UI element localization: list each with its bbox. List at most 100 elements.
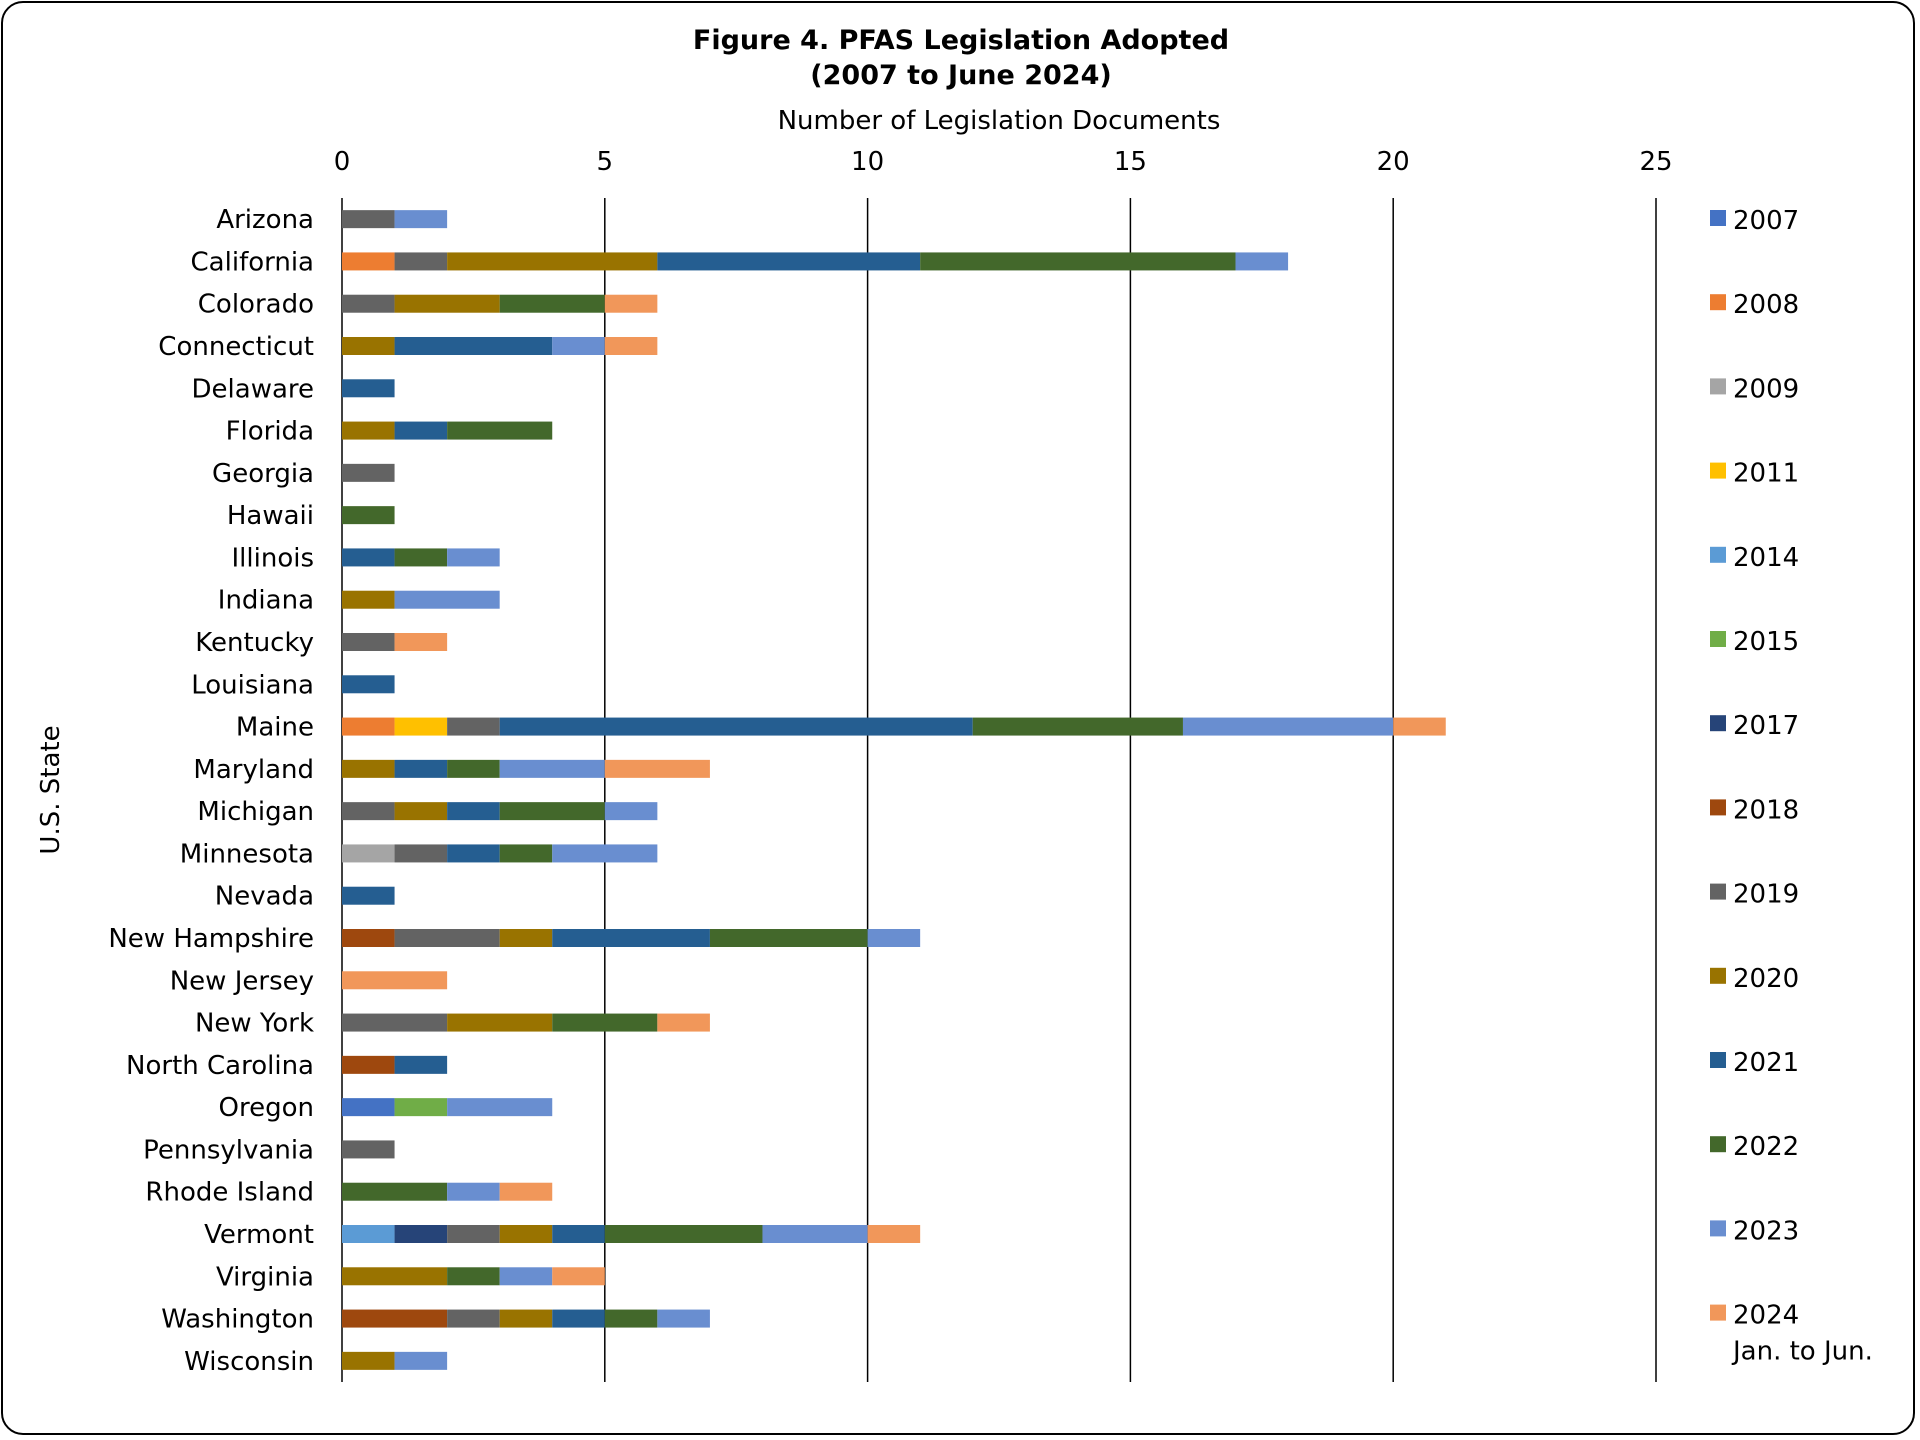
bar-segment: [342, 929, 395, 947]
bar-segment: [552, 1267, 605, 1286]
bar-segment: [394, 210, 448, 229]
bar-segment: [394, 294, 500, 313]
bar-segment: [499, 1309, 553, 1328]
x-tick-label: 5: [597, 147, 614, 177]
legend-label: 2023: [1733, 1216, 1799, 1246]
bar-segment: [499, 1225, 553, 1243]
legend-swatch: [1710, 799, 1726, 816]
legend-label: 2014: [1733, 543, 1799, 573]
y-category-label: Colorado: [198, 290, 314, 320]
bar-segment: [552, 1013, 658, 1032]
bar-segment: [342, 1225, 395, 1243]
y-category-label: North Carolina: [126, 1051, 314, 1081]
bar-segment: [604, 1309, 658, 1328]
y-category-label: Virginia: [216, 1262, 314, 1292]
legend-swatch: [1710, 883, 1726, 900]
bar-segment: [867, 1225, 921, 1243]
bar-segment: [342, 590, 395, 609]
legend-swatch: [1710, 715, 1726, 732]
bar-segment: [447, 1225, 500, 1243]
bar-segment: [552, 929, 710, 947]
legend-label: 2017: [1733, 711, 1799, 741]
y-axis-label: U.S. State: [36, 725, 66, 854]
bar-segment: [604, 759, 710, 778]
legend-label: 2007: [1733, 206, 1799, 236]
legend-swatch: [1710, 210, 1726, 226]
x-tick-label: 10: [851, 147, 884, 177]
bar-segment: [447, 717, 500, 736]
bar-segment: [604, 294, 658, 313]
legend-label-note: Jan. to Jun.: [1731, 1337, 1873, 1367]
bar-segment: [447, 1182, 500, 1201]
y-category-label: Florida: [226, 417, 314, 447]
bar-segment: [342, 886, 395, 905]
bar-segment: [394, 844, 448, 863]
bar-segment: [342, 294, 395, 313]
y-category-label: New Hampshire: [108, 924, 314, 954]
y-category-label: Hawaii: [227, 501, 314, 531]
bar-segment: [394, 633, 448, 651]
bar-segment: [342, 1098, 395, 1117]
bar-segment: [342, 1351, 395, 1370]
bar-segment: [447, 1267, 500, 1286]
bar-segment: [499, 759, 605, 778]
bar-segment: [394, 1055, 448, 1074]
bar-segment: [552, 1309, 605, 1328]
bar-segment: [342, 1140, 395, 1159]
y-category-label: Rhode Island: [145, 1178, 314, 1208]
bar-segment: [920, 252, 1236, 271]
y-category-label: Michigan: [197, 797, 314, 827]
y-category-label: Minnesota: [180, 839, 314, 869]
y-category-label: Indiana: [218, 586, 314, 616]
y-category-label: Delaware: [192, 374, 314, 404]
legend-swatch: [1710, 546, 1726, 563]
bar-segment: [447, 421, 553, 440]
legend-swatch: [1710, 294, 1726, 311]
bar-segment: [499, 717, 973, 736]
legend: 2007 2008 2009 2011 2014 2015 2017 2018 2019 2020…: [1710, 206, 1873, 1367]
y-category-label: California: [191, 247, 314, 277]
bar-segment: [867, 929, 921, 947]
bar-segment: [342, 844, 395, 863]
legend-swatch: [1710, 1304, 1726, 1321]
bar-segment: [342, 1055, 395, 1074]
bar-segment: [972, 717, 1183, 736]
bar-segment: [709, 929, 868, 947]
y-category-label: Maryland: [193, 755, 314, 785]
bar-segment: [342, 675, 395, 694]
bar-segment: [657, 1309, 710, 1328]
bar-segment: [394, 759, 448, 778]
legend-label: 2018: [1733, 795, 1799, 825]
legend-label: 2008: [1733, 290, 1799, 320]
legend-label: 2009: [1733, 374, 1799, 404]
legend-label: 2011: [1733, 459, 1799, 489]
y-category-label: Louisiana: [191, 670, 314, 700]
bar-segment: [552, 844, 658, 863]
bar-segment: [499, 844, 553, 863]
bar-segment: [394, 421, 448, 440]
bar-segment: [394, 1098, 448, 1117]
chart-subtitle: (2007 to June 2024): [810, 60, 1111, 91]
bar-segment: [499, 929, 553, 947]
y-category-label: Connecticut: [158, 332, 314, 362]
bar-segment: [604, 802, 658, 821]
bar-segment: [342, 1267, 448, 1286]
bar-segment: [762, 1225, 868, 1243]
y-category-labels: Arizona California Colorado Connecticut Dela…: [108, 205, 314, 1377]
legend-label: 2015: [1733, 627, 1799, 657]
y-category-label: Georgia: [212, 459, 314, 489]
bar-segment: [447, 1013, 553, 1032]
chart-title: Figure 4. PFAS Legislation Adopted: [693, 25, 1229, 56]
bar-segment: [1393, 717, 1446, 736]
legend-label: 2019: [1733, 880, 1799, 910]
legend-swatch: [1710, 1220, 1726, 1237]
bar-segment: [394, 590, 500, 609]
x-tick-label: 25: [1639, 147, 1672, 177]
bar-segment: [394, 252, 448, 271]
bar-segment: [342, 506, 395, 525]
bar-segment: [447, 548, 500, 567]
y-category-label: New Jersey: [170, 966, 314, 996]
y-category-label: Kentucky: [195, 628, 314, 658]
bar-segment: [447, 802, 500, 821]
